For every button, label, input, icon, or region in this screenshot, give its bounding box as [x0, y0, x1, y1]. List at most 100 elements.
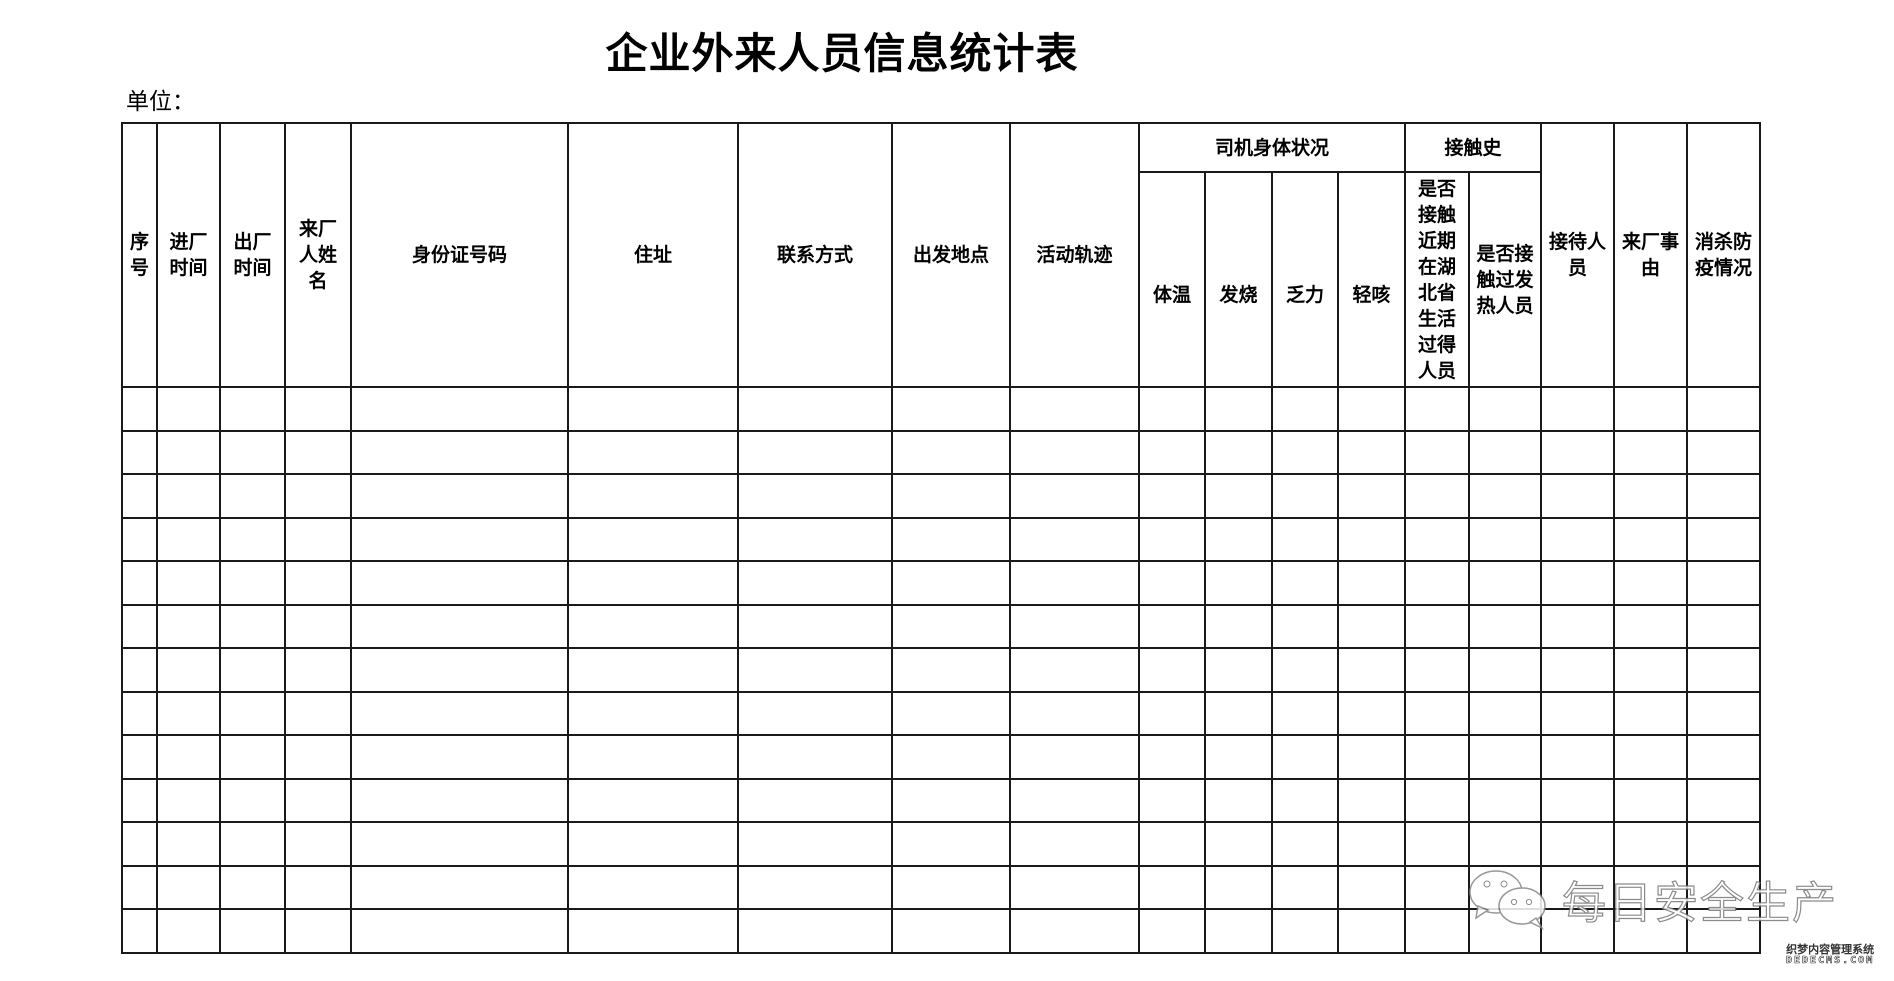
- table-cell[interactable]: [121, 560, 158, 606]
- table-cell[interactable]: [1204, 473, 1273, 519]
- table-cell[interactable]: [891, 647, 1011, 693]
- table-cell[interactable]: [219, 603, 286, 649]
- table-cell[interactable]: [1138, 864, 1206, 910]
- table-cell[interactable]: [567, 777, 739, 823]
- table-cell[interactable]: [1404, 473, 1471, 519]
- table-cell[interactable]: [1540, 560, 1616, 606]
- table-cell[interactable]: [1204, 386, 1273, 432]
- table-cell[interactable]: [1336, 560, 1407, 606]
- table-cell[interactable]: [1613, 777, 1689, 823]
- table-cell[interactable]: [1540, 516, 1616, 562]
- table-cell[interactable]: [1138, 690, 1206, 736]
- table-cell[interactable]: [284, 821, 352, 867]
- table-cell[interactable]: [737, 864, 893, 910]
- table-cell[interactable]: [737, 429, 893, 475]
- table-cell[interactable]: [1271, 560, 1339, 606]
- table-cell[interactable]: [121, 864, 158, 910]
- table-cell[interactable]: [1686, 734, 1762, 780]
- table-cell[interactable]: [1540, 908, 1616, 954]
- table-cell[interactable]: [1271, 603, 1339, 649]
- table-cell[interactable]: [1540, 386, 1616, 432]
- table-cell[interactable]: [156, 821, 221, 867]
- table-cell[interactable]: [1009, 603, 1140, 649]
- table-cell[interactable]: [567, 647, 739, 693]
- table-cell[interactable]: [350, 908, 569, 954]
- table-cell[interactable]: [567, 386, 739, 432]
- table-cell[interactable]: [1404, 908, 1471, 954]
- table-cell[interactable]: [737, 560, 893, 606]
- table-cell[interactable]: [219, 516, 286, 562]
- table-cell[interactable]: [1009, 647, 1140, 693]
- table-cell[interactable]: [1613, 560, 1689, 606]
- table-cell[interactable]: [1686, 429, 1762, 475]
- table-cell[interactable]: [156, 386, 221, 432]
- table-cell[interactable]: [284, 386, 352, 432]
- table-cell[interactable]: [219, 429, 286, 475]
- table-cell[interactable]: [219, 821, 286, 867]
- table-cell[interactable]: [1404, 603, 1471, 649]
- table-cell[interactable]: [567, 473, 739, 519]
- table-cell[interactable]: [1468, 603, 1543, 649]
- table-cell[interactable]: [156, 560, 221, 606]
- table-cell[interactable]: [891, 734, 1011, 780]
- table-cell[interactable]: [284, 734, 352, 780]
- table-cell[interactable]: [156, 516, 221, 562]
- table-cell[interactable]: [284, 516, 352, 562]
- table-cell[interactable]: [121, 386, 158, 432]
- table-cell[interactable]: [737, 690, 893, 736]
- table-cell[interactable]: [1468, 429, 1543, 475]
- table-cell[interactable]: [350, 473, 569, 519]
- table-cell[interactable]: [1138, 473, 1206, 519]
- table-cell[interactable]: [1138, 647, 1206, 693]
- table-cell[interactable]: [1009, 734, 1140, 780]
- table-cell[interactable]: [891, 821, 1011, 867]
- table-cell[interactable]: [219, 560, 286, 606]
- table-cell[interactable]: [737, 603, 893, 649]
- table-cell[interactable]: [1686, 690, 1762, 736]
- table-cell[interactable]: [1540, 603, 1616, 649]
- table-cell[interactable]: [121, 908, 158, 954]
- table-cell[interactable]: [1468, 516, 1543, 562]
- table-cell[interactable]: [156, 908, 221, 954]
- table-cell[interactable]: [1271, 734, 1339, 780]
- table-cell[interactable]: [1009, 516, 1140, 562]
- table-cell[interactable]: [156, 429, 221, 475]
- table-cell[interactable]: [737, 516, 893, 562]
- table-cell[interactable]: [1686, 908, 1762, 954]
- table-cell[interactable]: [1009, 386, 1140, 432]
- table-cell[interactable]: [1138, 516, 1206, 562]
- table-cell[interactable]: [1404, 777, 1471, 823]
- table-cell[interactable]: [1468, 473, 1543, 519]
- table-cell[interactable]: [1336, 516, 1407, 562]
- table-cell[interactable]: [891, 473, 1011, 519]
- table-cell[interactable]: [350, 603, 569, 649]
- table-cell[interactable]: [219, 690, 286, 736]
- table-cell[interactable]: [737, 908, 893, 954]
- table-cell[interactable]: [737, 821, 893, 867]
- table-cell[interactable]: [1468, 690, 1543, 736]
- table-cell[interactable]: [1540, 429, 1616, 475]
- table-cell[interactable]: [284, 647, 352, 693]
- table-cell[interactable]: [567, 821, 739, 867]
- table-cell[interactable]: [1613, 603, 1689, 649]
- table-cell[interactable]: [1271, 690, 1339, 736]
- table-cell[interactable]: [1336, 821, 1407, 867]
- table-cell[interactable]: [1009, 864, 1140, 910]
- table-cell[interactable]: [1613, 690, 1689, 736]
- table-cell[interactable]: [350, 734, 569, 780]
- table-cell[interactable]: [1468, 821, 1543, 867]
- table-cell[interactable]: [891, 386, 1011, 432]
- table-cell[interactable]: [156, 690, 221, 736]
- table-cell[interactable]: [1271, 777, 1339, 823]
- table-cell[interactable]: [1613, 647, 1689, 693]
- table-cell[interactable]: [1686, 864, 1762, 910]
- table-cell[interactable]: [156, 864, 221, 910]
- table-cell[interactable]: [121, 516, 158, 562]
- table-cell[interactable]: [350, 690, 569, 736]
- table-cell[interactable]: [219, 864, 286, 910]
- table-cell[interactable]: [1468, 386, 1543, 432]
- table-cell[interactable]: [219, 386, 286, 432]
- table-cell[interactable]: [1138, 777, 1206, 823]
- table-cell[interactable]: [1468, 777, 1543, 823]
- table-cell[interactable]: [1336, 603, 1407, 649]
